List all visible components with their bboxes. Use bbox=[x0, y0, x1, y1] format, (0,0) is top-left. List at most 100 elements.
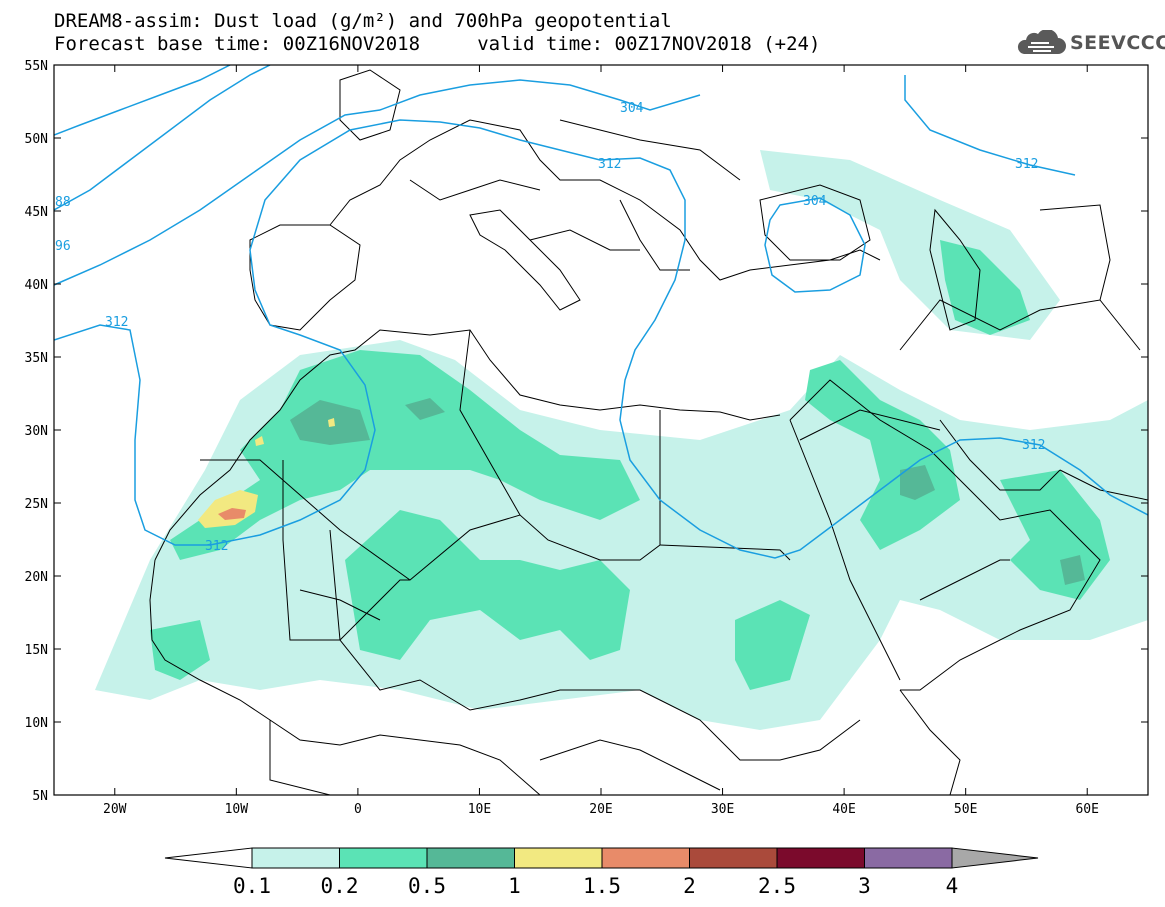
coastline-red-sea bbox=[789, 419, 901, 681]
border bbox=[329, 529, 861, 761]
border bbox=[619, 199, 690, 271]
dust-region-dark bbox=[405, 398, 445, 420]
colorbar-tick-label: 0.5 bbox=[408, 874, 446, 898]
colorbar-tick-label: 4 bbox=[946, 874, 959, 898]
contour-label: 312 bbox=[1015, 157, 1038, 172]
contour-label: 312 bbox=[105, 315, 128, 330]
coastline-europe bbox=[329, 119, 881, 281]
coastline-iran bbox=[1059, 469, 1148, 501]
latitude-label: 10N bbox=[25, 716, 48, 731]
border bbox=[799, 409, 941, 441]
colorbar-swatch bbox=[251, 847, 340, 869]
border bbox=[529, 229, 640, 251]
colorbar-swatch bbox=[514, 847, 603, 869]
colorbar-tick-label: 1.5 bbox=[583, 874, 621, 898]
border bbox=[899, 299, 1141, 351]
dust-region-high bbox=[255, 436, 264, 446]
colorbar: 0.1 0.2 0.5 1 1.5 2 2.5 3 4 bbox=[164, 847, 1039, 898]
latitude-label: 25N bbox=[25, 497, 48, 512]
colorbar-swatch bbox=[864, 847, 953, 869]
longitude-label: 60E bbox=[1075, 802, 1098, 817]
geopotential-contour bbox=[54, 109, 381, 286]
contour-label: 96 bbox=[55, 239, 71, 254]
longitude-label: 20W bbox=[103, 802, 127, 817]
contour-label: 312 bbox=[205, 539, 228, 554]
latitude-label: 30N bbox=[25, 424, 48, 439]
colorbar-swatch bbox=[426, 847, 515, 869]
coastline-caspian bbox=[929, 208, 981, 331]
forecast-time-info: Forecast base time: 00Z16NOV2018 valid t… bbox=[54, 33, 821, 55]
longitude-label: 20E bbox=[589, 802, 612, 817]
coastline-horn-of-africa bbox=[899, 689, 961, 795]
colorbar-tick-label: 2.5 bbox=[758, 874, 796, 898]
border bbox=[282, 410, 661, 641]
dust-region-dark bbox=[900, 465, 935, 500]
dust-load-map: 304 312 312 304 312 312 312 88 96 55N 50N… bbox=[25, 59, 1149, 817]
colorbar-tick-label: 1 bbox=[508, 874, 521, 898]
border bbox=[299, 589, 381, 621]
cloud-logo-icon bbox=[1017, 30, 1066, 54]
colorbar-underflow-triangle bbox=[164, 847, 253, 869]
latitude-label: 5N bbox=[32, 789, 48, 804]
geopotential-contours bbox=[54, 65, 1148, 559]
latitude-label: 50N bbox=[25, 132, 48, 147]
dust-region-medium bbox=[735, 600, 810, 690]
colorbar-swatch bbox=[689, 847, 778, 869]
border bbox=[559, 119, 741, 181]
dust-shading bbox=[95, 150, 1148, 730]
latitude-label: 45N bbox=[25, 205, 48, 220]
latitude-label: 35N bbox=[25, 351, 48, 366]
border bbox=[200, 459, 411, 581]
longitude-label: 30E bbox=[711, 802, 734, 817]
map-title: DREAM8-assim: Dust load (g/m²) and 700hP… bbox=[54, 10, 672, 32]
dust-region-dark bbox=[1060, 555, 1085, 585]
latitude-label: 40N bbox=[25, 278, 48, 293]
dust-region-medium bbox=[345, 510, 630, 660]
coastlines-borders bbox=[149, 69, 1148, 795]
contour-label: 312 bbox=[598, 157, 621, 172]
dust-region-medium bbox=[150, 620, 210, 680]
border bbox=[659, 544, 791, 561]
longitude-label: 0 bbox=[354, 802, 362, 817]
dust-region-medium bbox=[170, 350, 640, 560]
colorbar-swatch bbox=[339, 847, 428, 869]
contour-labels: 304 312 312 304 312 312 312 88 96 bbox=[55, 101, 1045, 554]
geopotential-contour bbox=[54, 65, 271, 211]
contour-label: 312 bbox=[1022, 438, 1045, 453]
longitude-label: 10E bbox=[468, 802, 491, 817]
colorbar-tick-label: 2 bbox=[683, 874, 696, 898]
contour-label: 88 bbox=[55, 195, 71, 210]
longitude-axis: 20W 10W 0 10E 20E 30E 40E 50E 60E bbox=[103, 65, 1099, 817]
border bbox=[919, 559, 1010, 601]
border bbox=[409, 179, 541, 201]
contour-label: 304 bbox=[803, 194, 827, 209]
coastline-arabia bbox=[789, 379, 1101, 691]
dust-region-high bbox=[198, 490, 258, 528]
geopotential-contour bbox=[764, 197, 866, 293]
coastline-west-africa bbox=[149, 559, 541, 795]
coastline-persian-gulf bbox=[939, 419, 1061, 491]
dust-region-high bbox=[328, 418, 335, 427]
longitude-label: 10W bbox=[225, 802, 249, 817]
colorbar-tick-label: 0.2 bbox=[321, 874, 359, 898]
colorbar-tick-label: 0.1 bbox=[233, 874, 271, 898]
colorbar-overflow-triangle bbox=[951, 847, 1039, 869]
latitude-axis: 55N 50N 45N 40N 35N 30N 25N 20N 15N 10N 5N bbox=[25, 59, 1148, 804]
border bbox=[269, 720, 331, 795]
coastline-black-sea bbox=[759, 184, 871, 261]
border bbox=[1039, 204, 1111, 301]
coastline-italy bbox=[469, 209, 581, 311]
border bbox=[539, 739, 721, 791]
latitude-label: 55N bbox=[25, 59, 48, 74]
geopotential-contour bbox=[54, 65, 231, 136]
coastline-british-isles bbox=[339, 69, 401, 141]
geopotential-contour bbox=[379, 79, 701, 111]
border bbox=[459, 329, 521, 516]
seevccc-logo: SEEVCCC bbox=[1016, 26, 1165, 60]
coastline-iberia bbox=[249, 224, 361, 331]
longitude-label: 50E bbox=[954, 802, 977, 817]
geopotential-contour bbox=[54, 119, 1148, 559]
colorbar-tick-label: 3 bbox=[858, 874, 871, 898]
contour-label: 304 bbox=[620, 101, 644, 116]
dust-region-very-high bbox=[218, 508, 246, 520]
